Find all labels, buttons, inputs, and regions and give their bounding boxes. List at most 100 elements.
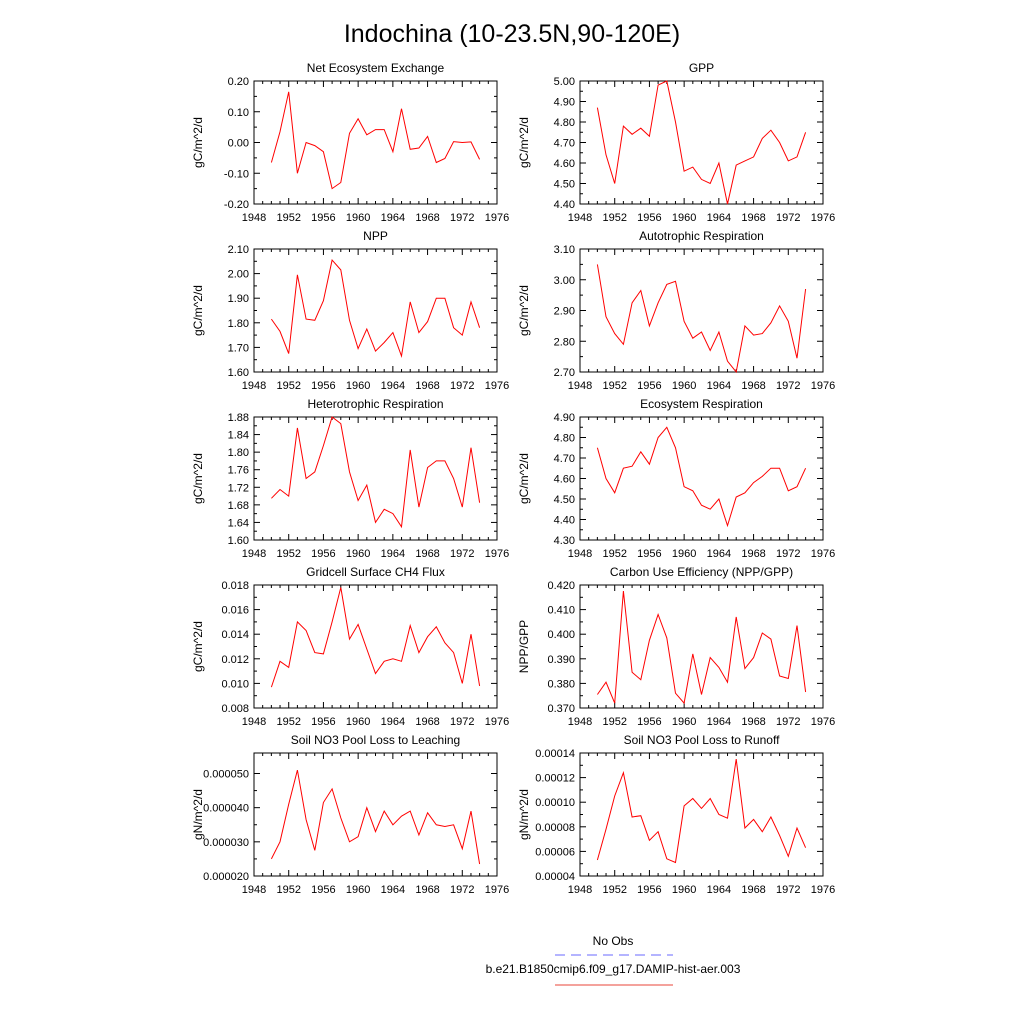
x-tick-label: 1968 [415,212,439,224]
series-line [270,587,481,688]
series-line [271,416,481,529]
y-tick-label: 4.40 [554,199,575,211]
series-line [596,80,807,205]
x-tick-label: 1976 [811,380,835,392]
x-tick-label: 1956 [311,380,335,392]
y-tick-label: 3.10 [554,244,575,256]
y-axis-label: gC/m^2/d [517,285,531,336]
series-line [596,591,807,705]
chart-title: GPP [689,61,714,75]
legend: No Obs b.e21.B1850cmip6.f09_g17.DAMIP-hi… [486,934,741,986]
x-tick-label: 1972 [776,212,800,224]
x-tick-label: 1956 [311,548,335,560]
x-tick-label: 1952 [276,716,300,728]
x-tick-label: 1976 [485,380,509,392]
x-tick-label: 1976 [811,212,835,224]
x-tick-label: 1956 [311,884,335,896]
x-tick-label: 1972 [776,380,800,392]
x-tick-label: 1968 [741,212,765,224]
x-tick-label: 1948 [242,884,266,896]
x-tick-label: 1948 [568,212,592,224]
x-tick-label: 1968 [415,716,439,728]
x-tick-label: 1960 [346,884,370,896]
y-tick-label: 0.014 [221,629,249,641]
y-tick-label: 0.016 [221,605,249,617]
y-tick-label: 4.30 [554,535,575,547]
panel-ecosystem-respiration: Ecosystem Respiration gC/m^2/d 1948 1952 195… [517,397,835,560]
x-tick-label: 1968 [741,380,765,392]
x-tick-label: 1956 [637,548,661,560]
chart-title: Gridcell Surface CH4 Flux [306,565,445,579]
chart-title: Net Ecosystem Exchange [307,61,445,75]
y-axis-label: gN/m^2/d [191,789,205,840]
y-tick-label: 4.90 [554,97,575,109]
y-tick-label: -0.10 [224,168,249,180]
x-tick-label: 1968 [741,548,765,560]
x-tick-label: 1948 [568,548,592,560]
series-line [596,264,807,374]
x-tick-label: 1948 [568,716,592,728]
y-tick-label: 0.018 [221,580,249,592]
chart-title: Autotrophic Respiration [639,229,764,243]
panel-npp: NPP gC/m^2/d 1948 1952 1956 1960 1964 1968 1972 1… [191,229,509,392]
x-tick-label: 1956 [637,212,661,224]
plot-frame [579,584,824,709]
y-tick-label: 0.420 [547,580,575,592]
x-tick-label: 1948 [242,548,266,560]
y-tick-label: 1.88 [228,412,249,424]
plot-frame [579,248,824,373]
plot-frame [253,752,498,877]
panel-autotrophic-respiration: Autotrophic Respiration gC/m^2/d 1948 1952 1… [517,229,835,392]
chart-title: Soil NO3 Pool Loss to Leaching [291,733,460,747]
y-tick-label: 2.90 [554,306,575,318]
x-tick-label: 1956 [311,716,335,728]
y-axis-label: gN/m^2/d [517,789,531,840]
x-tick-label: 1964 [381,548,405,560]
chart-title: Ecosystem Respiration [640,397,763,411]
x-tick-label: 1976 [485,548,509,560]
y-tick-label: 0.000020 [203,871,249,883]
x-tick-label: 1976 [485,884,509,896]
y-axis-label: gC/m^2/d [517,453,531,504]
y-tick-label: 0.00006 [535,846,575,858]
y-axis-label: gC/m^2/d [191,285,205,336]
panel-gridcell-surface-ch4-flux: Gridcell Surface CH4 Flux gC/m^2/d 1948 195… [191,565,509,728]
x-tick-label: 1976 [811,548,835,560]
chart-title: Soil NO3 Pool Loss to Runoff [624,733,781,747]
x-tick-label: 1968 [415,884,439,896]
x-tick-label: 1952 [602,380,626,392]
x-tick-label: 1952 [602,884,626,896]
y-tick-label: 1.60 [228,535,249,547]
y-tick-label: 0.00004 [535,871,575,883]
x-tick-label: 1948 [568,380,592,392]
y-tick-label: 0.012 [221,654,249,666]
y-tick-label: 4.80 [554,433,575,445]
x-tick-label: 1956 [637,884,661,896]
series-line [596,426,807,528]
y-tick-label: 1.60 [228,367,249,379]
x-tick-label: 1964 [707,548,731,560]
x-tick-label: 1956 [637,716,661,728]
y-tick-label: 4.90 [554,412,575,424]
x-tick-label: 1976 [485,716,509,728]
x-tick-label: 1976 [811,884,835,896]
y-tick-label: 0.10 [228,107,249,119]
y-tick-label: 1.70 [228,342,249,354]
y-tick-label: 4.80 [554,117,575,129]
y-tick-label: 1.64 [228,517,249,529]
x-tick-label: 1964 [707,716,731,728]
x-tick-label: 1960 [346,380,370,392]
y-tick-label: 0.380 [547,678,575,690]
panel-carbon-use-efficiency-npp-gpp: Carbon Use Efficiency (NPP/GPP) NPP/GPP 19… [517,565,835,728]
y-tick-label: 1.80 [228,318,249,330]
y-tick-label: 1.80 [228,447,249,459]
y-tick-label: 2.00 [228,269,249,281]
plot-frame [253,584,498,709]
x-tick-label: 1972 [776,548,800,560]
y-tick-label: 1.72 [228,482,249,494]
panel-soil-no3-pool-loss-to-runoff: Soil NO3 Pool Loss to Runoff gN/m^2/d 1948… [517,733,835,896]
plot-frame [579,752,824,877]
y-tick-label: 0.390 [547,654,575,666]
x-tick-label: 1972 [450,548,474,560]
y-tick-label: 4.50 [554,179,575,191]
